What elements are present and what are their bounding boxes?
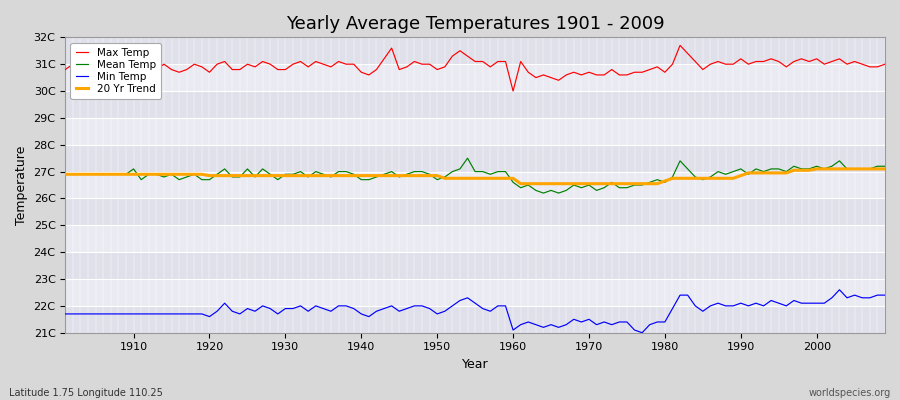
Min Temp xyxy=(879,293,890,298)
20 Yr Trend xyxy=(333,173,344,178)
Max Temp xyxy=(121,56,131,61)
Bar xyxy=(66,145,885,172)
20 Yr Trend xyxy=(879,166,890,171)
Bar xyxy=(66,91,885,118)
Line: Mean Temp: Mean Temp xyxy=(66,158,885,193)
Bar xyxy=(66,279,885,306)
Max Temp xyxy=(508,89,518,94)
Max Temp xyxy=(516,59,526,64)
Bar xyxy=(66,198,885,225)
Min Temp xyxy=(121,312,131,316)
Line: Min Temp: Min Temp xyxy=(66,290,885,333)
Mean Temp xyxy=(121,172,131,177)
Bar xyxy=(66,172,885,198)
Line: 20 Yr Trend: 20 Yr Trend xyxy=(66,169,885,184)
Bar xyxy=(66,252,885,279)
Bar xyxy=(66,225,885,252)
Mean Temp xyxy=(508,180,518,185)
20 Yr Trend xyxy=(288,173,299,178)
Min Temp xyxy=(636,330,647,335)
Mean Temp xyxy=(879,164,890,169)
Y-axis label: Temperature: Temperature xyxy=(15,145,28,225)
Max Temp xyxy=(607,67,617,72)
Mean Temp xyxy=(333,169,344,174)
Max Temp xyxy=(60,67,71,72)
Max Temp xyxy=(879,62,890,66)
Max Temp xyxy=(288,62,299,66)
20 Yr Trend xyxy=(500,176,511,181)
Min Temp xyxy=(60,312,71,316)
Legend: Max Temp, Mean Temp, Min Temp, 20 Yr Trend: Max Temp, Mean Temp, Min Temp, 20 Yr Tre… xyxy=(70,42,161,99)
Bar xyxy=(66,37,885,64)
Max Temp xyxy=(500,59,511,64)
20 Yr Trend xyxy=(516,181,526,186)
Mean Temp xyxy=(538,191,549,196)
Title: Yearly Average Temperatures 1901 - 2009: Yearly Average Temperatures 1901 - 2009 xyxy=(286,15,664,33)
Min Temp xyxy=(500,304,511,308)
Max Temp xyxy=(675,43,686,48)
Mean Temp xyxy=(614,185,625,190)
X-axis label: Year: Year xyxy=(462,358,489,371)
Min Temp xyxy=(834,287,845,292)
Mean Temp xyxy=(288,172,299,177)
20 Yr Trend xyxy=(811,166,822,171)
Bar xyxy=(66,118,885,145)
Bar xyxy=(66,306,885,333)
Mean Temp xyxy=(516,185,526,190)
Mean Temp xyxy=(60,172,71,177)
Line: Max Temp: Max Temp xyxy=(66,45,885,91)
Bar xyxy=(66,64,885,91)
Min Temp xyxy=(598,320,609,324)
Text: worldspecies.org: worldspecies.org xyxy=(809,388,891,398)
Min Temp xyxy=(333,304,344,308)
Mean Temp xyxy=(462,156,472,160)
Min Temp xyxy=(288,306,299,311)
Max Temp xyxy=(333,59,344,64)
Min Temp xyxy=(508,328,518,332)
20 Yr Trend xyxy=(508,176,518,181)
20 Yr Trend xyxy=(121,172,131,177)
Text: Latitude 1.75 Longitude 110.25: Latitude 1.75 Longitude 110.25 xyxy=(9,388,163,398)
20 Yr Trend xyxy=(60,172,71,177)
20 Yr Trend xyxy=(607,181,617,186)
